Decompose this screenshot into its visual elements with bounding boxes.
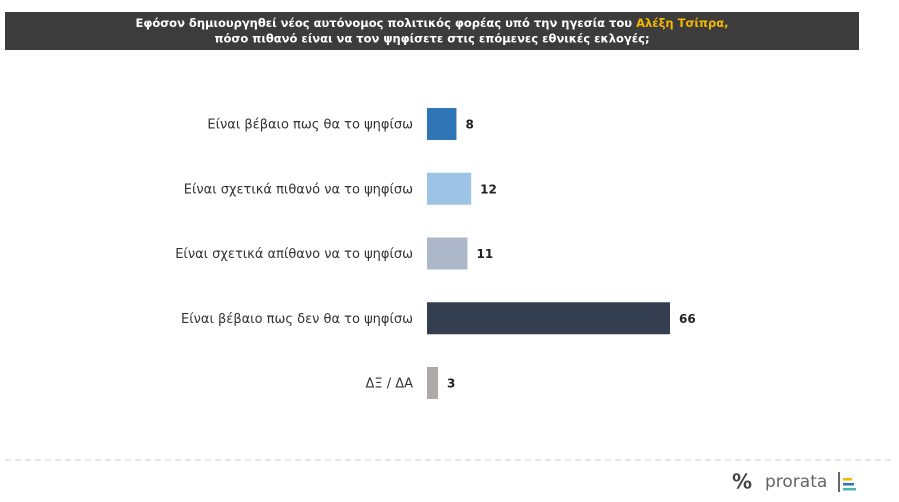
bar: [427, 237, 468, 270]
bar: [427, 367, 439, 399]
value-label: 12: [480, 182, 497, 196]
bar: [427, 108, 457, 140]
bar: [427, 172, 472, 205]
logo-divider: [838, 472, 840, 492]
title-bar: [5, 12, 859, 50]
value-label: 66: [679, 312, 696, 326]
category-label: Είναι βέβαιο πως δεν θα το ψηφίσω: [181, 312, 413, 327]
logo-stripe: [843, 483, 854, 486]
logo-stripe: [843, 478, 852, 481]
category-label: Είναι βέβαιο πως θα το ψηφίσω: [207, 118, 413, 133]
logo-symbol: %: [732, 470, 752, 494]
chart-title: Εφόσον δημιουργηθεί νέος αυτόνομος πολιτ…: [135, 16, 728, 30]
category-label: ΔΞ / ΔΑ: [365, 377, 413, 392]
value-label: 3: [447, 377, 455, 391]
logo-stripe: [843, 488, 856, 491]
chart-subtitle: πόσο πιθανό είναι να τον ψηφίσετε στις ε…: [214, 32, 649, 46]
value-label: 11: [477, 247, 494, 261]
value-label: 8: [465, 118, 473, 132]
category-label: Είναι σχετικά απίθανο να το ψηφίσω: [175, 247, 413, 262]
bar: [427, 302, 670, 335]
category-label: Είναι σχετικά πιθανό να το ψηφίσω: [184, 182, 413, 197]
title-highlight: Αλέξη Τσίπρα,: [636, 16, 728, 30]
title-text: Εφόσον δημιουργηθεί νέος αυτόνομος πολιτ…: [135, 16, 632, 30]
logo-text: prorata: [765, 472, 827, 492]
